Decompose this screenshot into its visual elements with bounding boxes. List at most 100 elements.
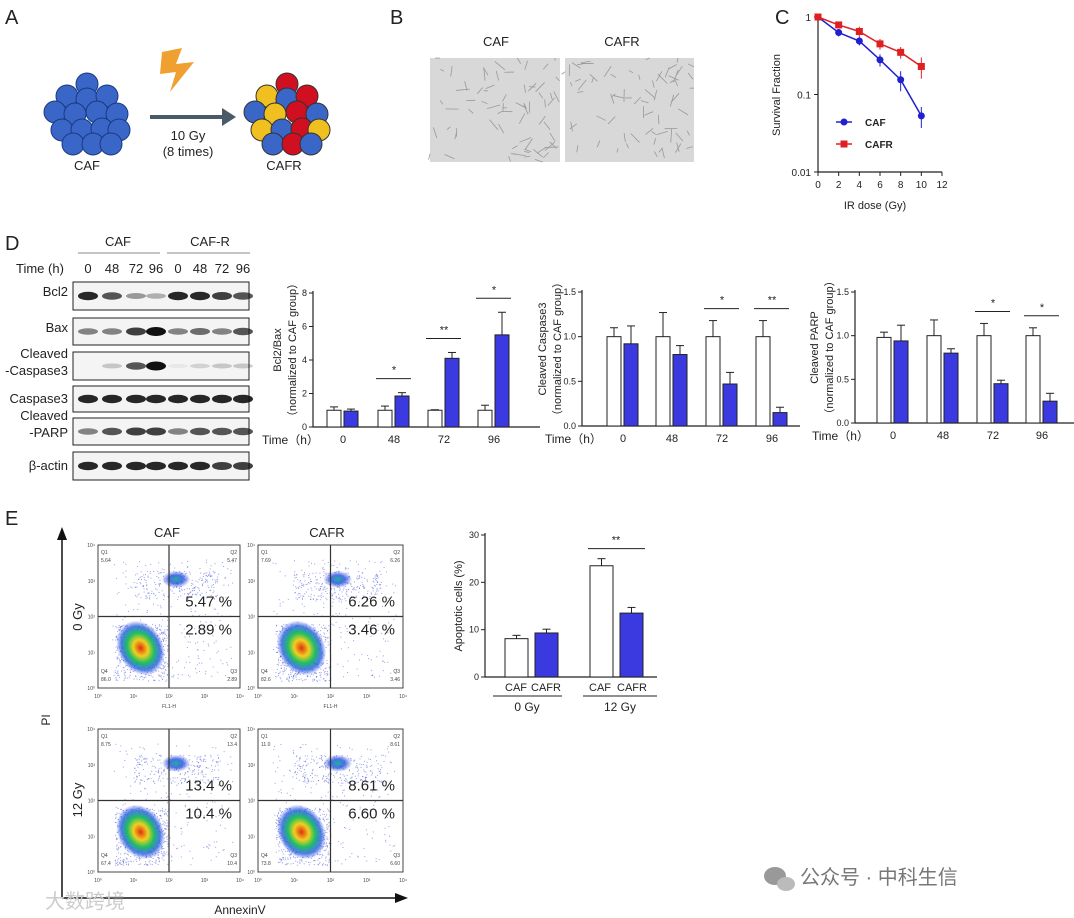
event-dot xyxy=(331,594,333,596)
event-dot xyxy=(388,825,390,827)
event-dot xyxy=(320,587,322,589)
event-dot xyxy=(160,674,162,676)
event-dot xyxy=(207,846,209,848)
event-dot xyxy=(198,628,200,630)
event-dot xyxy=(227,664,229,666)
event-dot xyxy=(186,560,188,562)
event-dot xyxy=(334,591,336,593)
event-dot xyxy=(230,600,232,602)
event-dot xyxy=(151,861,153,863)
cell-mark xyxy=(428,153,431,160)
cell-mark xyxy=(653,138,657,145)
event-dot xyxy=(325,856,327,858)
event-dot xyxy=(213,608,215,610)
event-dot xyxy=(277,844,279,846)
event-dot xyxy=(136,596,138,598)
event-dot xyxy=(366,625,368,627)
event-dot xyxy=(366,764,368,766)
event-dot xyxy=(350,758,352,760)
event-dot xyxy=(199,577,201,579)
event-dot xyxy=(157,604,159,606)
event-dot xyxy=(376,578,378,580)
event-dot xyxy=(319,863,321,865)
event-dot xyxy=(380,769,382,771)
event-dot xyxy=(209,658,211,660)
y-tick-label: 10¹ xyxy=(88,650,96,656)
event-dot xyxy=(119,861,121,863)
micrograph-caf xyxy=(430,58,560,162)
event-dot xyxy=(188,588,190,590)
event-dot xyxy=(327,781,329,783)
event-dot xyxy=(312,674,314,676)
y-tick-label: 10³ xyxy=(248,579,256,585)
event-dot xyxy=(353,640,355,642)
event-dot xyxy=(280,858,282,860)
event-dot xyxy=(369,596,371,598)
event-dot xyxy=(167,829,169,831)
event-dot xyxy=(146,597,148,599)
event-dot xyxy=(328,860,330,862)
event-dot xyxy=(203,641,205,643)
significance-marker: * xyxy=(392,365,397,377)
event-dot xyxy=(382,606,384,608)
event-dot xyxy=(159,572,161,574)
event-dot xyxy=(215,747,217,749)
event-dot xyxy=(119,660,121,662)
event-dot xyxy=(224,675,226,677)
event-dot xyxy=(120,853,122,855)
event-dot xyxy=(201,592,203,594)
event-dot xyxy=(336,567,338,569)
event-dot xyxy=(395,668,397,670)
event-dot xyxy=(200,779,202,781)
blot-row-label: β-actin xyxy=(29,458,68,473)
event-dot xyxy=(327,630,329,632)
event-dot xyxy=(324,563,326,565)
event-dot xyxy=(124,675,126,677)
bar-caf-r xyxy=(943,352,959,424)
event-dot xyxy=(336,771,338,773)
cell-mark xyxy=(498,123,505,134)
event-dot xyxy=(125,857,127,859)
event-dot xyxy=(339,777,341,779)
event-dot xyxy=(327,845,329,847)
event-dot xyxy=(158,670,160,672)
event-dot xyxy=(187,566,189,568)
event-dot xyxy=(166,802,168,804)
event-dot xyxy=(143,864,145,866)
event-dot xyxy=(161,823,163,825)
blot-band xyxy=(78,291,98,301)
event-dot xyxy=(120,661,122,663)
event-dot xyxy=(136,582,138,584)
event-dot xyxy=(162,678,164,680)
event-dot xyxy=(353,654,355,656)
event-dot xyxy=(115,743,117,745)
event-dot xyxy=(360,780,362,782)
event-dot xyxy=(214,801,216,803)
event-dot xyxy=(322,817,324,819)
event-dot xyxy=(306,758,308,760)
event-dot xyxy=(316,679,318,681)
cell-mark xyxy=(657,114,660,125)
data-point-caf xyxy=(876,56,884,64)
cell-mark xyxy=(676,57,679,63)
event-dot xyxy=(336,745,338,747)
event-dot xyxy=(352,819,354,821)
event-dot xyxy=(160,767,162,769)
event-dot xyxy=(142,585,144,587)
event-dot xyxy=(339,773,341,775)
cell-mark xyxy=(676,142,680,152)
event-dot xyxy=(145,574,147,576)
event-dot xyxy=(325,646,327,648)
event-dot xyxy=(312,860,314,862)
event-dot xyxy=(144,787,146,789)
event-dot xyxy=(205,575,207,577)
event-dot xyxy=(117,671,119,673)
event-dot xyxy=(163,770,165,772)
event-dot xyxy=(359,763,361,765)
lane-label: 72 xyxy=(129,261,143,276)
event-dot xyxy=(211,584,213,586)
x-tick-label: 10² xyxy=(165,694,173,700)
event-dot xyxy=(184,778,186,780)
event-dot xyxy=(166,778,168,780)
event-dot xyxy=(203,760,205,762)
